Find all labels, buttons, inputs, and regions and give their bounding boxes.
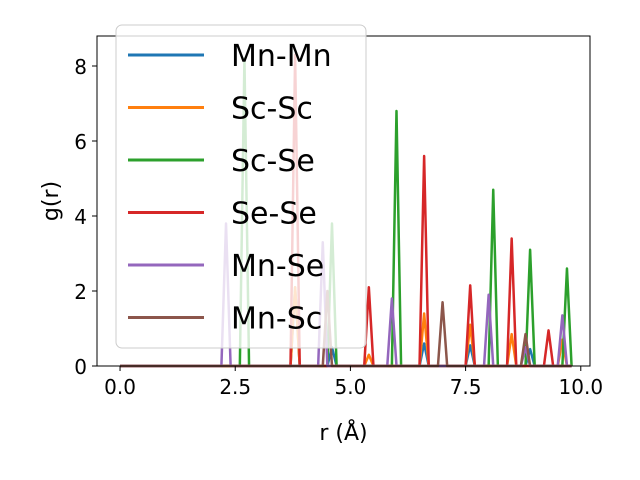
legend-label: Se-Se (231, 197, 317, 232)
legend-label: Sc-Se (231, 144, 315, 179)
x-tick-label: 10.0 (559, 375, 604, 399)
x-tick-label: 5.0 (335, 375, 367, 399)
x-tick-label: 0.0 (104, 375, 136, 399)
legend-label: Mn-Mn (231, 39, 332, 74)
y-axis-label: g(r) (39, 181, 64, 221)
y-tick-label: 4 (74, 205, 87, 229)
legend-label: Sc-Sc (231, 92, 313, 127)
legend: Mn-Mn Sc-Sc Sc-Se Se-Se Mn-Se Mn-Sc (115, 24, 367, 349)
y-tick-label: 2 (74, 280, 87, 304)
y-tick-label: 6 (74, 130, 87, 154)
plot-area (96, 35, 591, 368)
x-tick-label: 7.5 (450, 375, 482, 399)
x-tick-label: 2.5 (219, 375, 251, 399)
legend-label: Mn-Sc (231, 302, 322, 337)
legend-box (115, 24, 367, 349)
legend-label: Mn-Se (231, 249, 324, 284)
x-axis: 0.0 2.5 5.0 7.5 10.0 (104, 366, 603, 399)
y-tick-label: 0 (74, 355, 87, 379)
x-axis-label: r (Å) (319, 419, 367, 446)
y-tick-label: 8 (74, 55, 87, 79)
y-axis: 0 2 4 6 8 (74, 55, 97, 379)
